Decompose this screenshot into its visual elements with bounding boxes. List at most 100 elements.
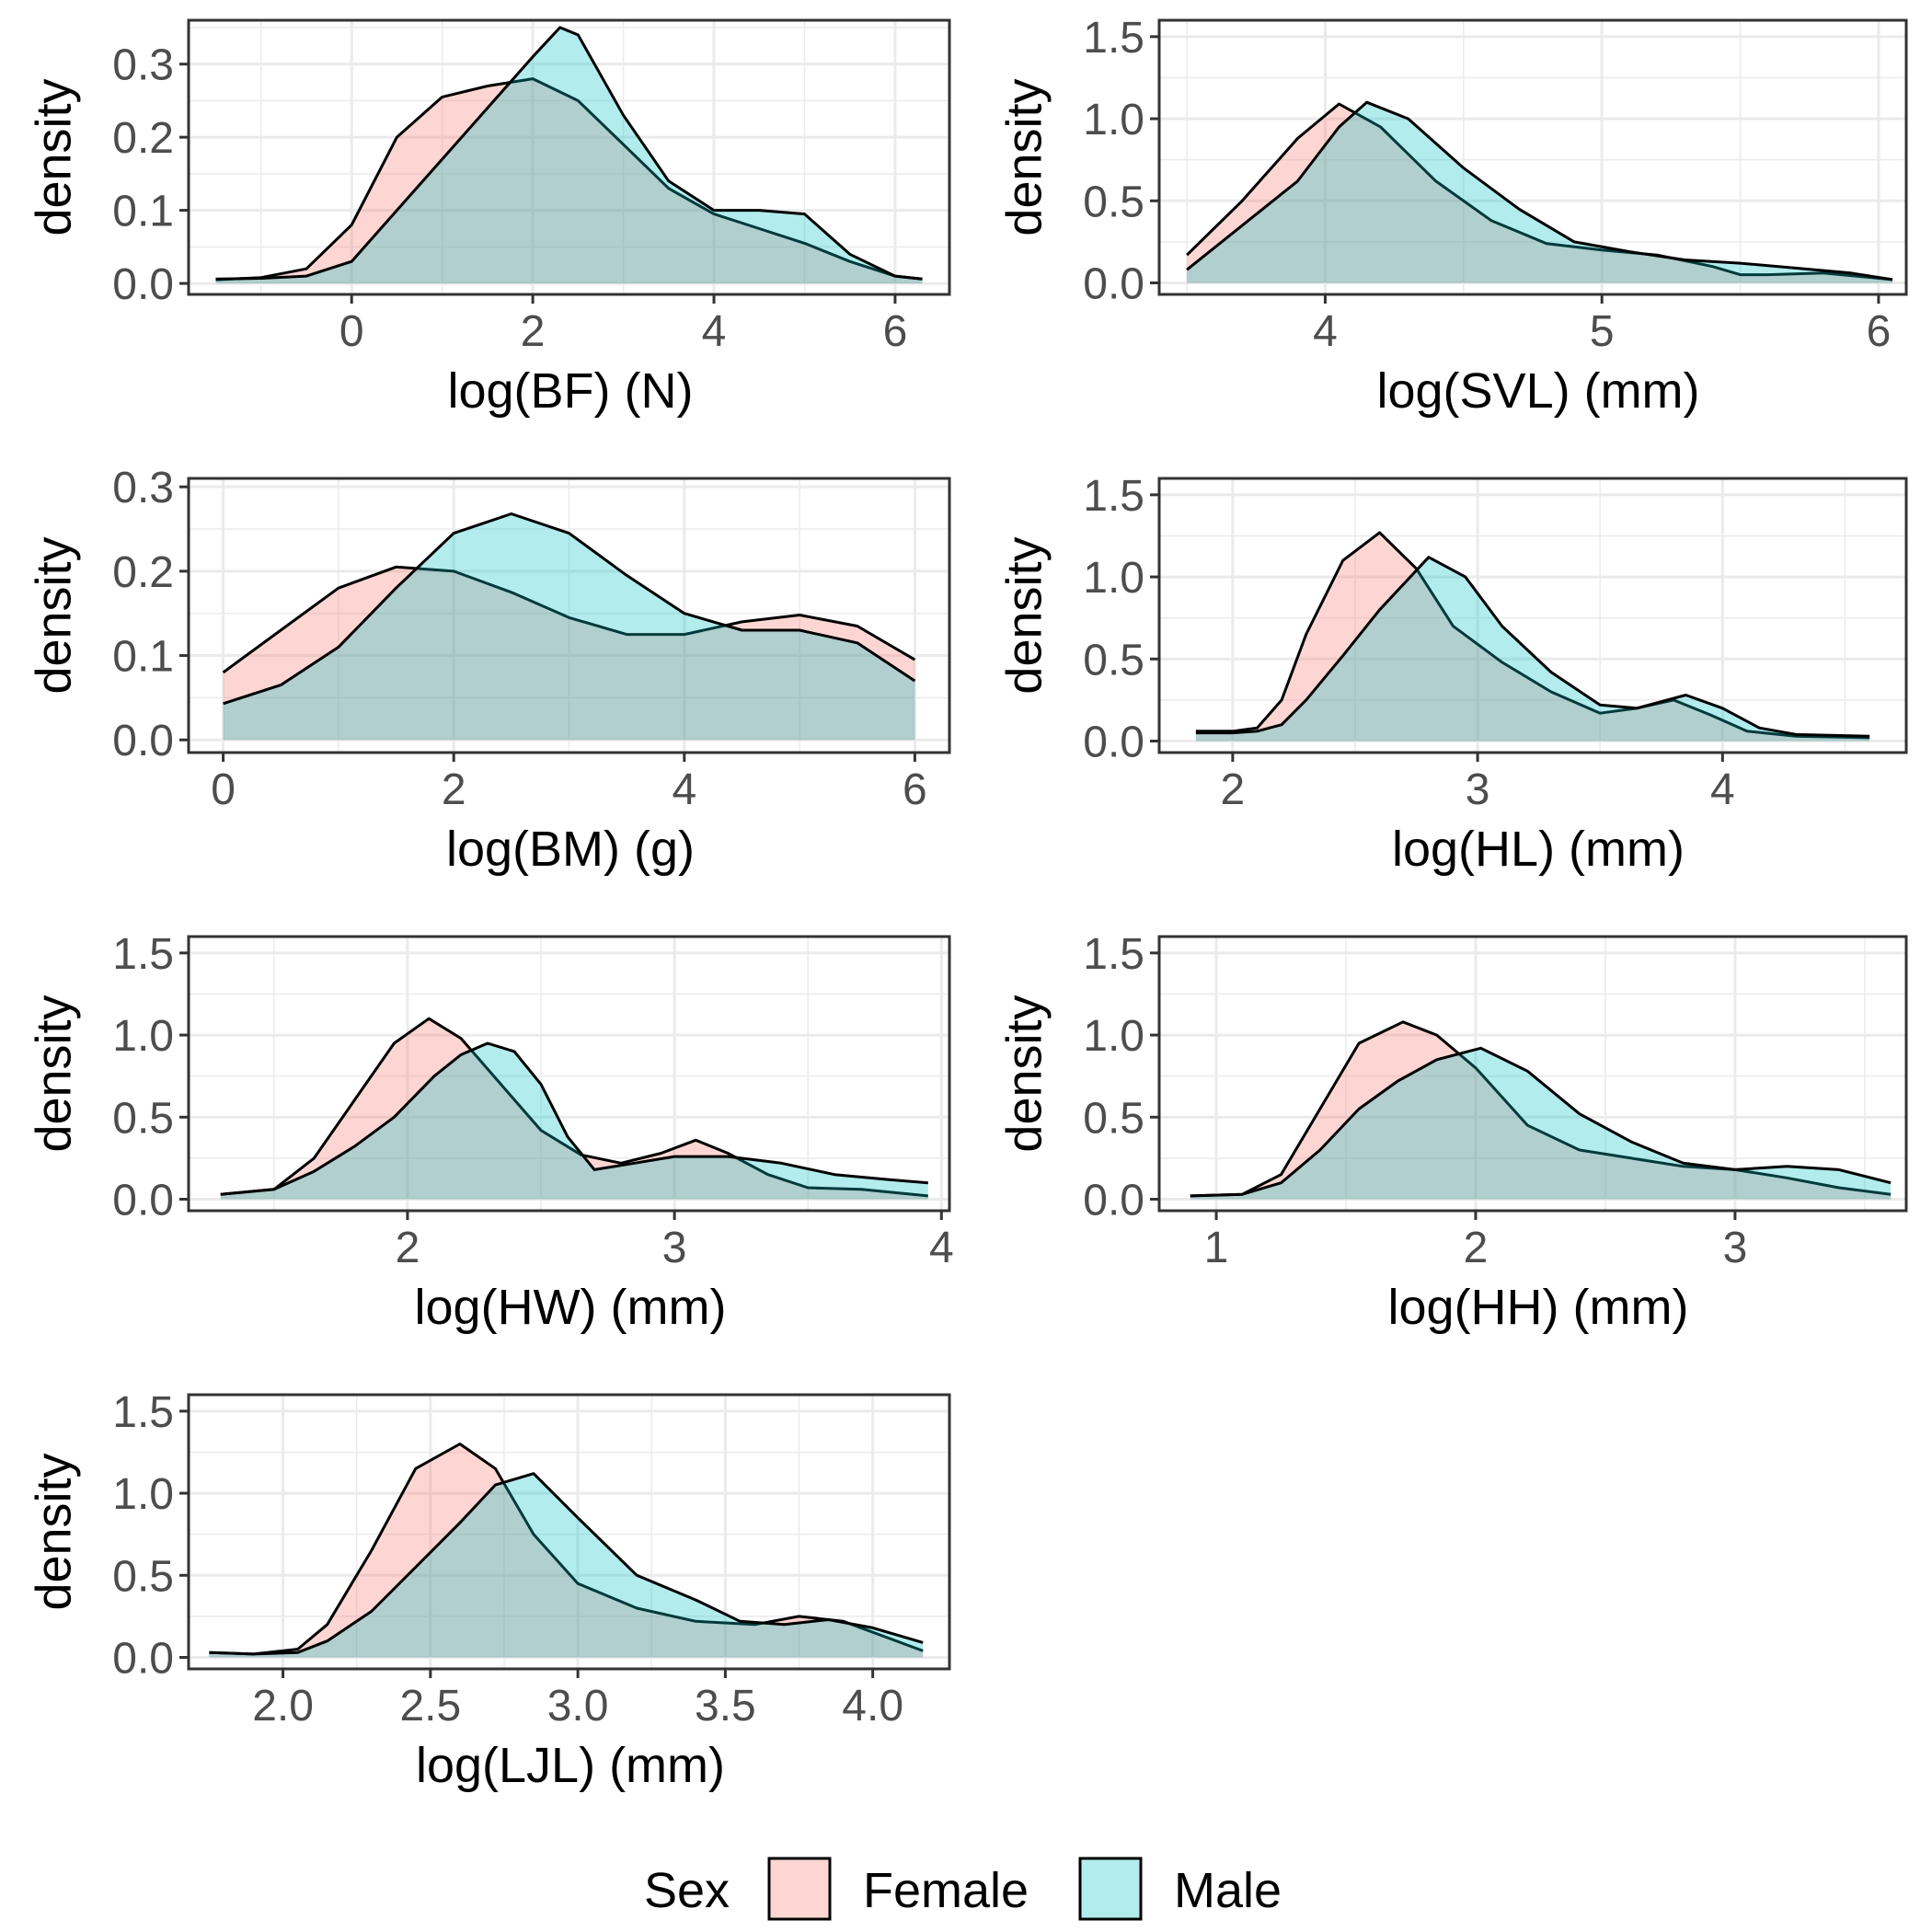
y-tick-label: 0.3 — [112, 464, 174, 512]
density-line-male — [1186, 100, 1893, 282]
density-line-female — [215, 77, 923, 282]
legend-label-male: Male — [1174, 1863, 1282, 1918]
panel-border — [1157, 477, 1908, 754]
density-area-male — [223, 513, 915, 741]
legend-key-male — [1078, 1857, 1143, 1921]
y-tick-label: 0.0 — [112, 1635, 174, 1684]
x-tick-label: 4 — [702, 307, 727, 356]
panel-border — [187, 935, 951, 1213]
y-tick-label: 0.0 — [1083, 260, 1144, 309]
panel-background — [1159, 20, 1906, 294]
x-tick-label: 0 — [339, 307, 364, 356]
x-tick-label: 2 — [521, 307, 546, 356]
panel-7: 2.0 2.5 3.0 3.5 4.0 0.0 0.5 1.0 1.5 log(LJL) (mm)… — [26, 1388, 951, 1793]
x-tick-label: 4 — [929, 1224, 954, 1272]
density-area-female — [1190, 1021, 1892, 1200]
density-line-male — [209, 1472, 924, 1656]
legend-key-female — [767, 1857, 832, 1921]
y-tick-label: 0.2 — [112, 548, 174, 597]
x-tick-label: 4.0 — [842, 1682, 903, 1731]
x-tick-label: 2 — [1464, 1224, 1489, 1272]
x-tick-label: 2 — [442, 765, 466, 814]
y-tick-label: 0.0 — [112, 260, 174, 309]
panels: 0 2 4 6 0.0 0.1 0.2 0.3 log(BF) (N) density 4 5 6 0.0… — [26, 14, 1908, 1793]
y-tick-label: 0.0 — [1083, 719, 1144, 767]
y-axis-title: density — [996, 78, 1052, 236]
x-tick-label: 2.5 — [399, 1682, 461, 1731]
density-line-male — [1190, 1046, 1892, 1198]
y-tick-label: 0.0 — [112, 1177, 174, 1225]
y-axis-title: density — [26, 995, 81, 1152]
panel-border — [187, 18, 951, 296]
y-tick-label: 1.5 — [1083, 472, 1144, 521]
x-tick-label: 3.5 — [695, 1682, 756, 1731]
x-axis-title: log(HW) (mm) — [415, 1280, 727, 1335]
density-area-male — [215, 27, 923, 284]
x-tick-label: 2.0 — [252, 1682, 314, 1731]
panel-background — [189, 20, 949, 294]
panel-border — [187, 477, 951, 754]
panel-border — [1157, 935, 1908, 1213]
panel-background — [189, 1395, 949, 1669]
y-tick-label: 0.1 — [112, 633, 174, 682]
density-area-male — [1195, 557, 1870, 742]
panel-2: 4 5 6 0.0 0.5 1.0 1.5 log(SVL) (mm) density — [996, 14, 1908, 419]
density-area-female — [1195, 532, 1870, 742]
density-area-female — [223, 567, 915, 741]
density-line-male — [215, 26, 923, 281]
density-line-female — [209, 1443, 924, 1656]
y-axis-title: density — [996, 995, 1052, 1152]
panel-background — [1159, 478, 1906, 753]
y-tick-label: 0.0 — [112, 717, 174, 765]
density-line-female — [1190, 1020, 1892, 1198]
legend: Sex Female Male — [644, 1857, 1282, 1921]
density-line-female — [1195, 531, 1870, 740]
x-axis-title: log(LJL) (mm) — [416, 1738, 725, 1793]
y-axis-title: density — [26, 1453, 81, 1610]
density-area-male — [209, 1473, 924, 1658]
y-tick-label: 1.5 — [1083, 930, 1144, 979]
y-tick-label: 0.0 — [1083, 1177, 1144, 1225]
x-tick-label: 3 — [1723, 1224, 1748, 1272]
x-axis-title: log(BM) (g) — [446, 822, 695, 877]
y-tick-label: 1.5 — [112, 1388, 174, 1437]
panel-6: 1 2 3 0.0 0.5 1.0 1.5 log(HH) (mm) density — [996, 930, 1908, 1335]
legend-label-female: Female — [863, 1863, 1029, 1918]
x-tick-label: 6 — [1867, 307, 1892, 356]
y-tick-label: 1.0 — [1083, 554, 1144, 603]
y-tick-label: 1.0 — [1083, 96, 1144, 144]
panel-4: 2 3 4 0.0 0.5 1.0 1.5 log(HL) (mm) density — [996, 472, 1908, 877]
y-axis-title: density — [996, 536, 1052, 694]
x-tick-label: 5 — [1590, 307, 1615, 356]
x-tick-label: 6 — [883, 307, 908, 356]
x-tick-label: 1 — [1204, 1224, 1229, 1272]
y-tick-label: 1.0 — [1083, 1012, 1144, 1061]
panel-border — [187, 1393, 951, 1671]
legend-title: Sex — [644, 1863, 730, 1918]
y-tick-label: 1.0 — [112, 1470, 174, 1519]
density-area-male — [1187, 102, 1892, 283]
x-axis-title: log(HL) (mm) — [1392, 822, 1685, 877]
y-tick-label: 1.5 — [112, 930, 174, 979]
x-tick-label: 0 — [211, 765, 236, 814]
y-tick-label: 0.5 — [1083, 1094, 1144, 1143]
density-line-female — [220, 1017, 928, 1198]
x-tick-label: 6 — [903, 765, 927, 814]
x-tick-label: 2 — [396, 1224, 420, 1272]
panel-background — [189, 937, 949, 1211]
x-axis-title: log(HH) (mm) — [1388, 1280, 1689, 1335]
x-tick-label: 4 — [672, 765, 696, 814]
density-line-female — [1186, 102, 1893, 282]
panel-1: 0 2 4 6 0.0 0.1 0.2 0.3 log(BF) (N) density — [26, 18, 951, 419]
y-tick-label: 1.5 — [1083, 14, 1144, 63]
x-tick-label: 3 — [662, 1224, 687, 1272]
density-line-female — [222, 565, 916, 674]
y-tick-label: 0.1 — [112, 188, 174, 236]
density-area-female — [220, 1018, 928, 1200]
x-tick-label: 4 — [1313, 307, 1338, 356]
x-tick-label: 2 — [1221, 765, 1246, 814]
y-tick-label: 0.5 — [1083, 178, 1144, 226]
y-tick-label: 0.5 — [112, 1094, 174, 1143]
y-axis-title: density — [26, 536, 81, 694]
